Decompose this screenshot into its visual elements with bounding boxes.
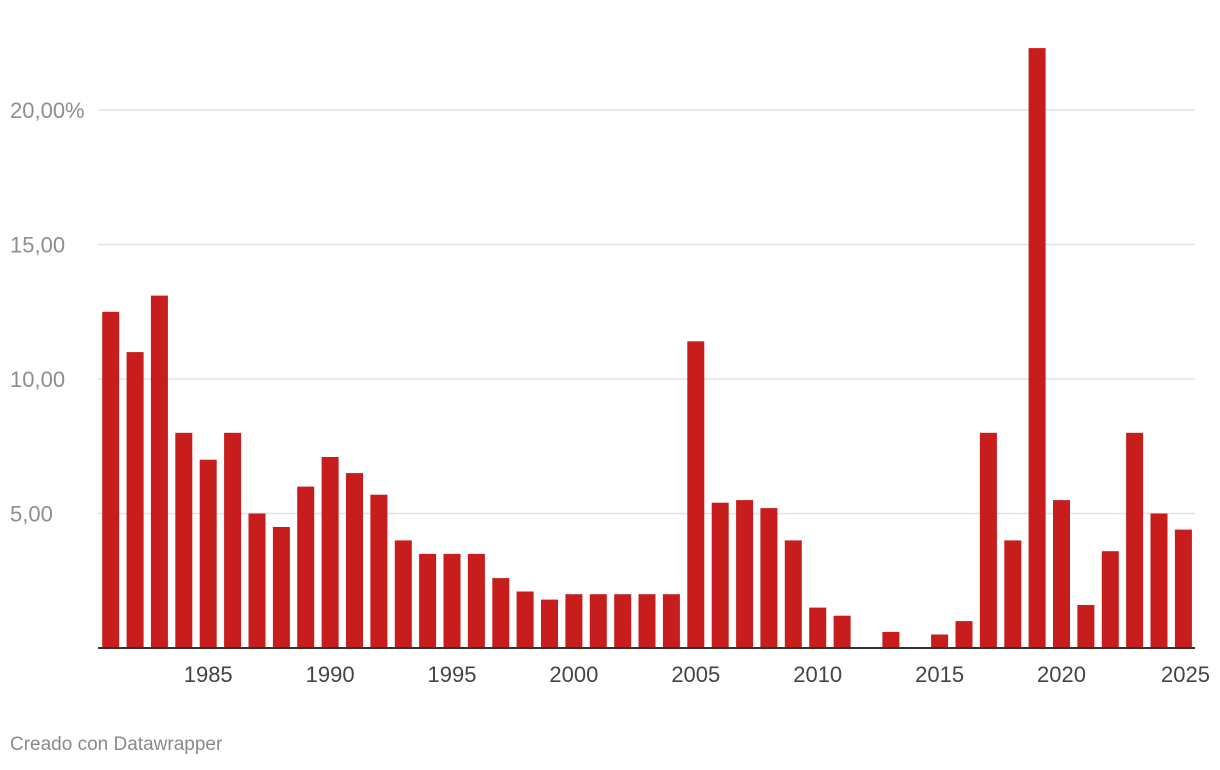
x-tick-label: 2010 xyxy=(793,662,842,687)
bar-1988 xyxy=(272,527,290,648)
bars xyxy=(102,48,1192,649)
bar-1984 xyxy=(175,432,193,648)
x-tick-label: 2025 xyxy=(1161,662,1210,687)
x-tick-label: 2005 xyxy=(671,662,720,687)
bar-2025 xyxy=(1174,529,1192,648)
bar-1989 xyxy=(297,486,315,648)
bar-2019 xyxy=(1028,48,1046,649)
bar-chart: 5,00 10,00 15,00 20,00% 1985 1990 1995 2000 200… xyxy=(10,48,1210,687)
bar-2003 xyxy=(638,594,656,648)
bar-2023 xyxy=(1126,432,1144,648)
bar-2020 xyxy=(1053,500,1070,648)
bar-2004 xyxy=(662,594,680,648)
bar-1993 xyxy=(394,540,412,648)
bar-2000 xyxy=(565,594,583,648)
bar-1986 xyxy=(224,432,242,648)
bar-2006 xyxy=(711,502,729,648)
y-tick-label: 5,00 xyxy=(10,502,53,527)
bar-2021 xyxy=(1077,605,1095,648)
bar-1985 xyxy=(199,459,217,648)
x-tick-label: 2020 xyxy=(1037,662,1086,687)
bar-2013 xyxy=(882,631,900,648)
x-tick-label: 1985 xyxy=(184,662,233,687)
x-tick-label: 1995 xyxy=(428,662,477,687)
datawrapper-credit: Creado con Datawrapper xyxy=(10,734,223,755)
x-tick-label: 2015 xyxy=(915,662,964,687)
bar-2011 xyxy=(833,615,851,648)
bar-2018 xyxy=(1004,540,1022,648)
bar-2017 xyxy=(979,432,997,648)
x-tick-label: 2000 xyxy=(549,662,598,687)
y-gridlines xyxy=(98,109,1195,515)
bar-1990 xyxy=(321,457,339,648)
bar-2009 xyxy=(784,540,802,648)
x-axis-labels: 1985 1990 1995 2000 2005 2010 2015 2020 2025 xyxy=(184,662,1210,687)
bar-1996 xyxy=(467,553,485,648)
bar-1991 xyxy=(346,473,363,648)
bar-2008 xyxy=(760,508,778,648)
bar-1992 xyxy=(370,494,388,648)
bar-2024 xyxy=(1150,513,1168,648)
bar-1981 xyxy=(102,311,120,649)
bar-1987 xyxy=(248,513,266,648)
x-tick-label: 1990 xyxy=(306,662,355,687)
y-tick-label: 20,00% xyxy=(10,98,85,123)
y-axis-labels: 5,00 10,00 15,00 20,00% xyxy=(10,98,85,527)
bar-2016 xyxy=(955,621,973,648)
y-tick-label: 10,00 xyxy=(10,367,65,392)
bar-1983 xyxy=(150,295,168,648)
bar-2015 xyxy=(931,634,949,648)
bar-2005 xyxy=(687,341,705,648)
bar-2001 xyxy=(589,594,607,648)
bar-1999 xyxy=(541,599,558,648)
bar-2010 xyxy=(809,607,827,648)
bar-2007 xyxy=(736,500,754,648)
bar-1997 xyxy=(492,578,510,648)
bar-1994 xyxy=(419,553,437,648)
bar-2002 xyxy=(614,594,632,648)
bar-1982 xyxy=(126,352,144,648)
bar-1998 xyxy=(516,591,534,648)
bar-1995 xyxy=(443,553,461,648)
y-tick-label: 15,00 xyxy=(10,233,65,258)
bar-2022 xyxy=(1101,551,1119,648)
